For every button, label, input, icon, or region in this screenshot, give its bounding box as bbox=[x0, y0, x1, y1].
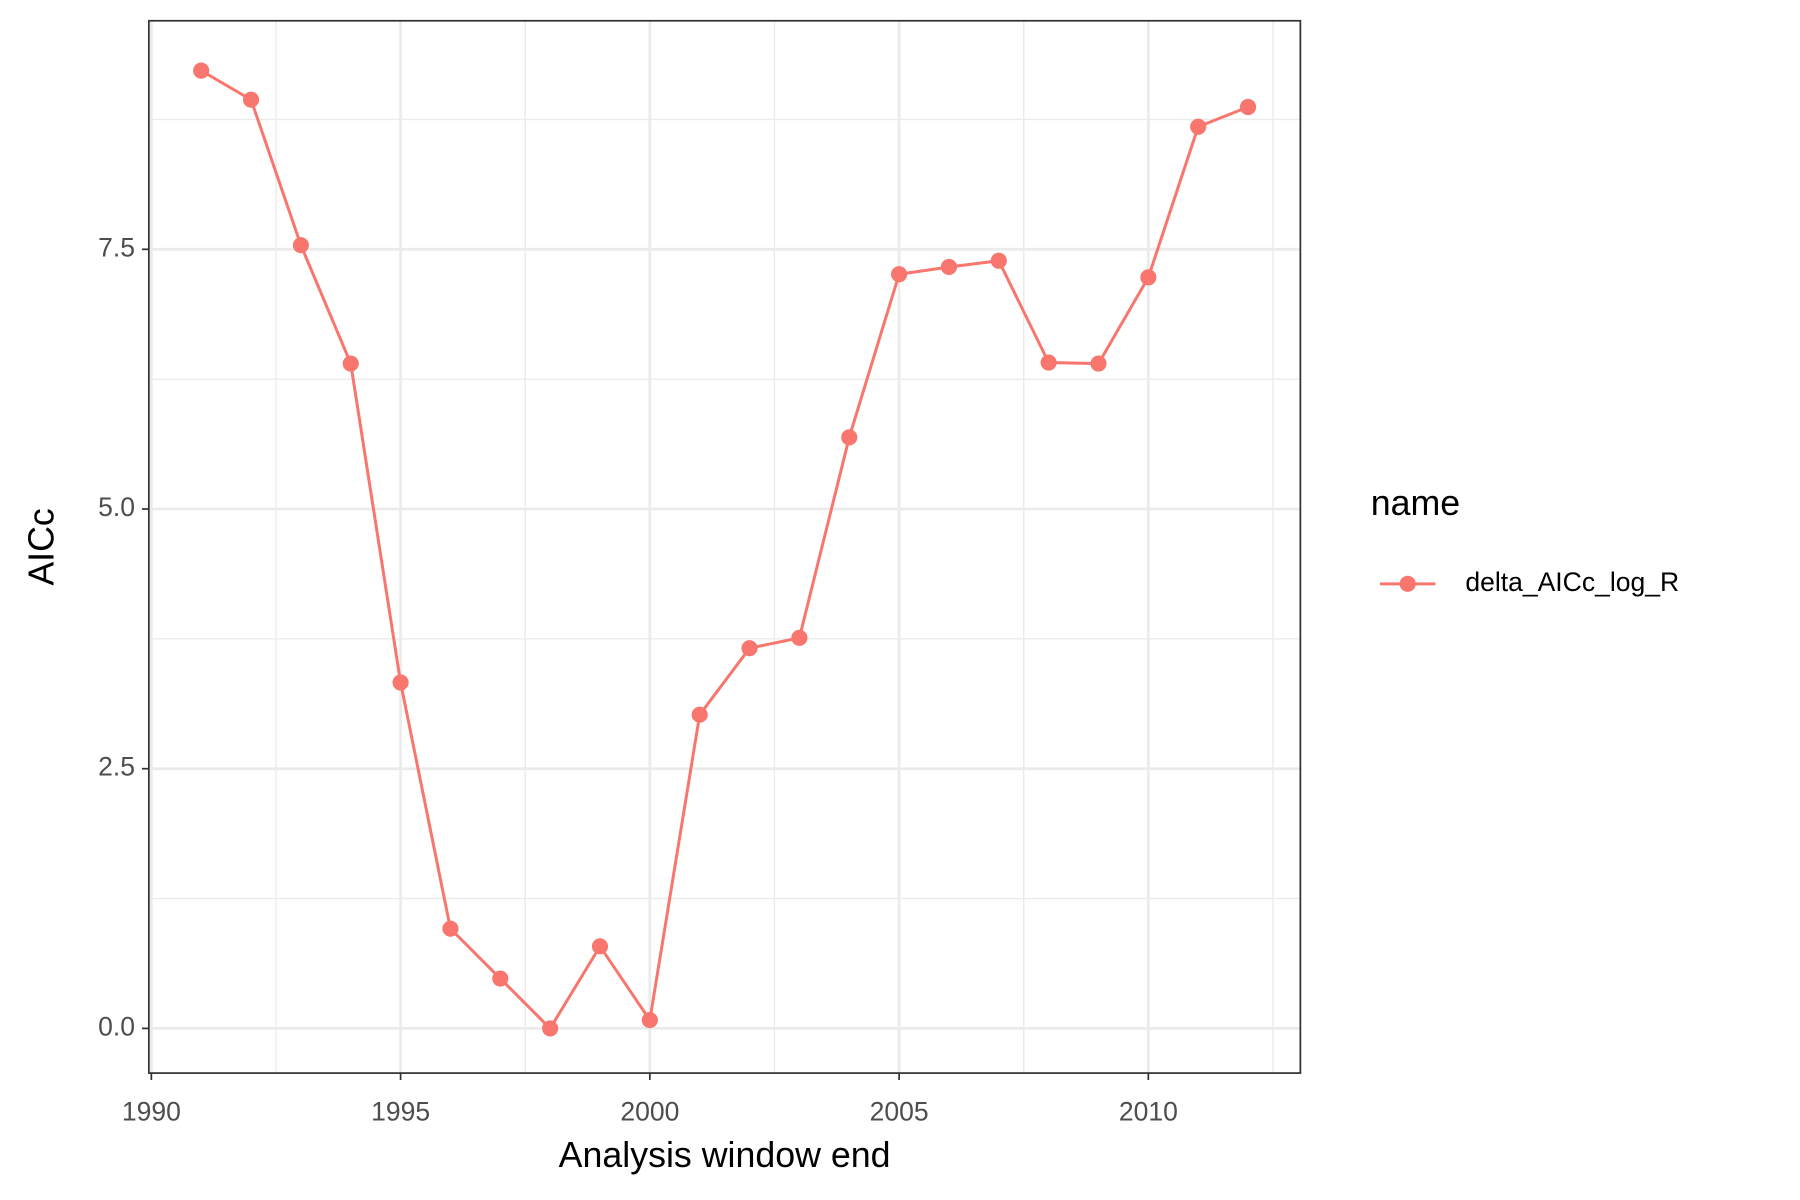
data-point bbox=[691, 706, 708, 723]
data-point bbox=[940, 258, 958, 276]
data-point bbox=[492, 970, 509, 987]
data-point bbox=[990, 252, 1007, 269]
x-tick-label: 1990 bbox=[122, 1096, 181, 1126]
x-tick-label: 2000 bbox=[620, 1096, 679, 1126]
legend-title: name bbox=[1371, 483, 1460, 523]
x-tick-label: 1995 bbox=[371, 1096, 430, 1126]
data-point bbox=[342, 355, 359, 372]
data-point bbox=[741, 640, 758, 657]
data-point bbox=[1090, 355, 1107, 372]
x-tick-label: 2010 bbox=[1119, 1096, 1178, 1126]
panel-border bbox=[147, 19, 1302, 1074]
data-point bbox=[442, 920, 459, 937]
x-axis-title: Analysis window end bbox=[559, 1135, 891, 1175]
data-point bbox=[1239, 98, 1257, 116]
data-point bbox=[1040, 354, 1057, 371]
y-tick-label: 0.0 bbox=[98, 1011, 135, 1041]
plot bbox=[193, 62, 1257, 1037]
data-point bbox=[392, 674, 409, 691]
legend-point bbox=[1399, 575, 1416, 592]
data-point bbox=[242, 91, 260, 108]
series-line bbox=[200, 69, 1249, 1031]
data-point bbox=[841, 429, 858, 446]
data-point bbox=[641, 1012, 658, 1029]
data-point bbox=[891, 266, 908, 283]
data-point bbox=[1140, 269, 1157, 286]
y-tick-label: 7.5 bbox=[98, 232, 135, 262]
y-axis-title: AICc bbox=[21, 508, 61, 585]
data-point bbox=[591, 938, 609, 955]
y-tick-label: 2.5 bbox=[98, 752, 135, 782]
data-point bbox=[542, 1020, 559, 1037]
grid bbox=[148, 20, 1301, 1074]
data-point bbox=[193, 62, 210, 79]
x-tick-label: 2005 bbox=[870, 1096, 929, 1126]
data-point bbox=[292, 237, 309, 254]
y-tick-label: 5.0 bbox=[98, 492, 135, 522]
data-point bbox=[791, 629, 808, 646]
legend-label: delta_AICc_log_R bbox=[1465, 567, 1679, 597]
data-point bbox=[1190, 118, 1207, 135]
